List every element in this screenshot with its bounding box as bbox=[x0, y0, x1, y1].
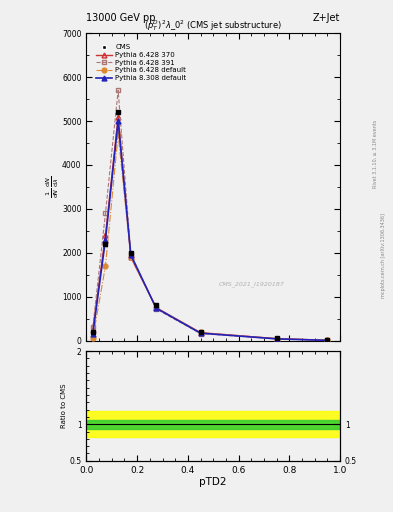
Text: 13000 GeV pp: 13000 GeV pp bbox=[86, 13, 156, 23]
Text: CMS_2021_I1920187: CMS_2021_I1920187 bbox=[218, 281, 284, 287]
Y-axis label: Ratio to CMS: Ratio to CMS bbox=[61, 383, 67, 428]
X-axis label: pTD2: pTD2 bbox=[200, 477, 227, 487]
Text: mcplots.cern.ch [arXiv:1306.3436]: mcplots.cern.ch [arXiv:1306.3436] bbox=[381, 214, 386, 298]
Legend: CMS, Pythia 6.428 370, Pythia 6.428 391, Pythia 6.428 default, Pythia 8.308 defa: CMS, Pythia 6.428 370, Pythia 6.428 391,… bbox=[95, 43, 187, 82]
Title: $(p_T^D)^2\lambda\_0^2$ (CMS jet substructure): $(p_T^D)^2\lambda\_0^2$ (CMS jet substru… bbox=[144, 18, 282, 33]
Text: Z+Jet: Z+Jet bbox=[312, 13, 340, 23]
Y-axis label: $\frac{1}{\mathrm{d}N}\,\frac{\mathrm{d}N}{\mathrm{d}\lambda}$: $\frac{1}{\mathrm{d}N}\,\frac{\mathrm{d}… bbox=[44, 176, 61, 198]
Text: Rivet 3.1.10, ≥ 3.1M events: Rivet 3.1.10, ≥ 3.1M events bbox=[373, 119, 378, 188]
